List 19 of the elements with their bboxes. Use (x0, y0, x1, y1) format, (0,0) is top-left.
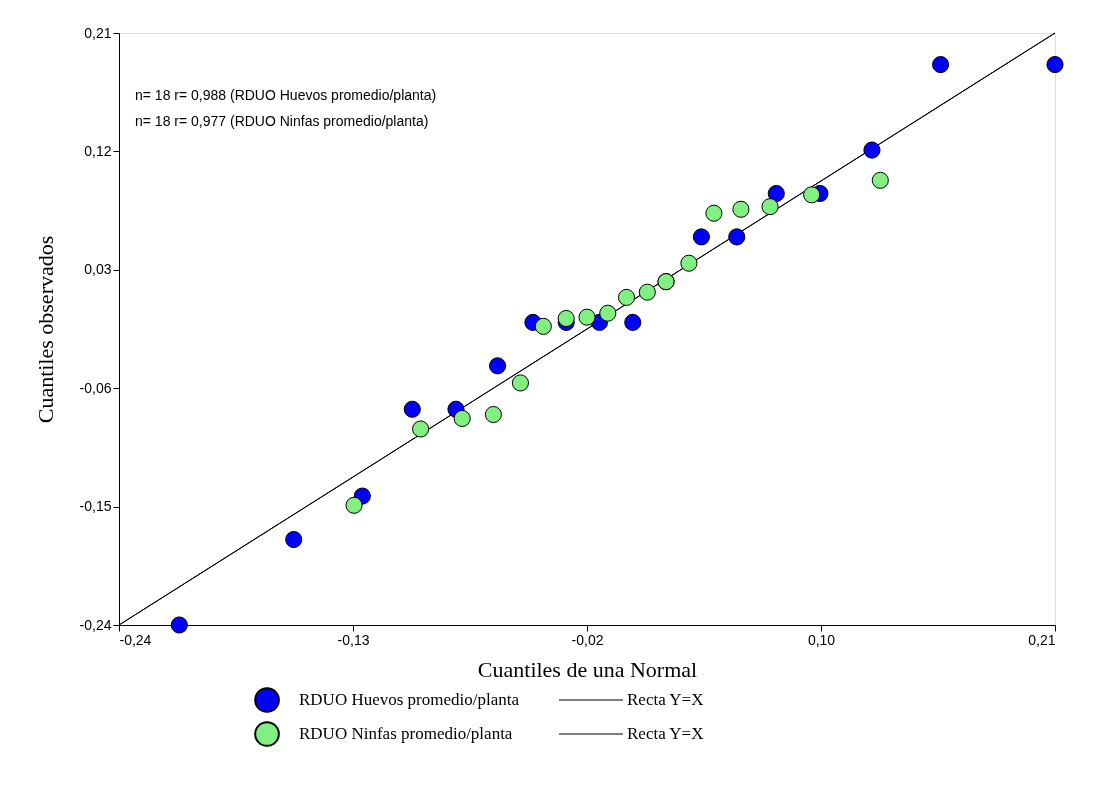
legend-label: RDUO Ninfas promedio/planta (299, 724, 513, 743)
y-tick-label: -0,15 (79, 498, 112, 515)
legend-label: RDUO Huevos promedio/planta (299, 690, 520, 709)
x-tick-label: -0,02 (571, 631, 604, 648)
y-tick-label: 0,03 (84, 261, 112, 278)
annotation: n= 18 r= 0,988 (RDUO Huevos promedio/planta) (135, 87, 437, 103)
y-tick-label: 0,21 (84, 24, 112, 41)
legend-label: Recta Y=X (627, 724, 704, 743)
x-tick-label: -0,24 (119, 631, 152, 648)
x-tick-label: -0,13 (337, 631, 370, 648)
annotation: n= 18 r= 0,977 (RDUO Ninfas promedio/planta) (135, 113, 429, 129)
y-tick-label: 0,12 (84, 142, 112, 159)
y-tick-label: -0,06 (79, 379, 112, 396)
y-axis-title: Cuantiles observados (32, 235, 58, 424)
x-tick-label: 0,10 (807, 631, 836, 648)
legend-label: Recta Y=X (627, 690, 704, 709)
y-tick-label: -0,24 (79, 616, 112, 633)
x-tick-label: 0,21 (1028, 631, 1056, 648)
x-axis-title: Cuantiles de una Normal (477, 656, 698, 682)
